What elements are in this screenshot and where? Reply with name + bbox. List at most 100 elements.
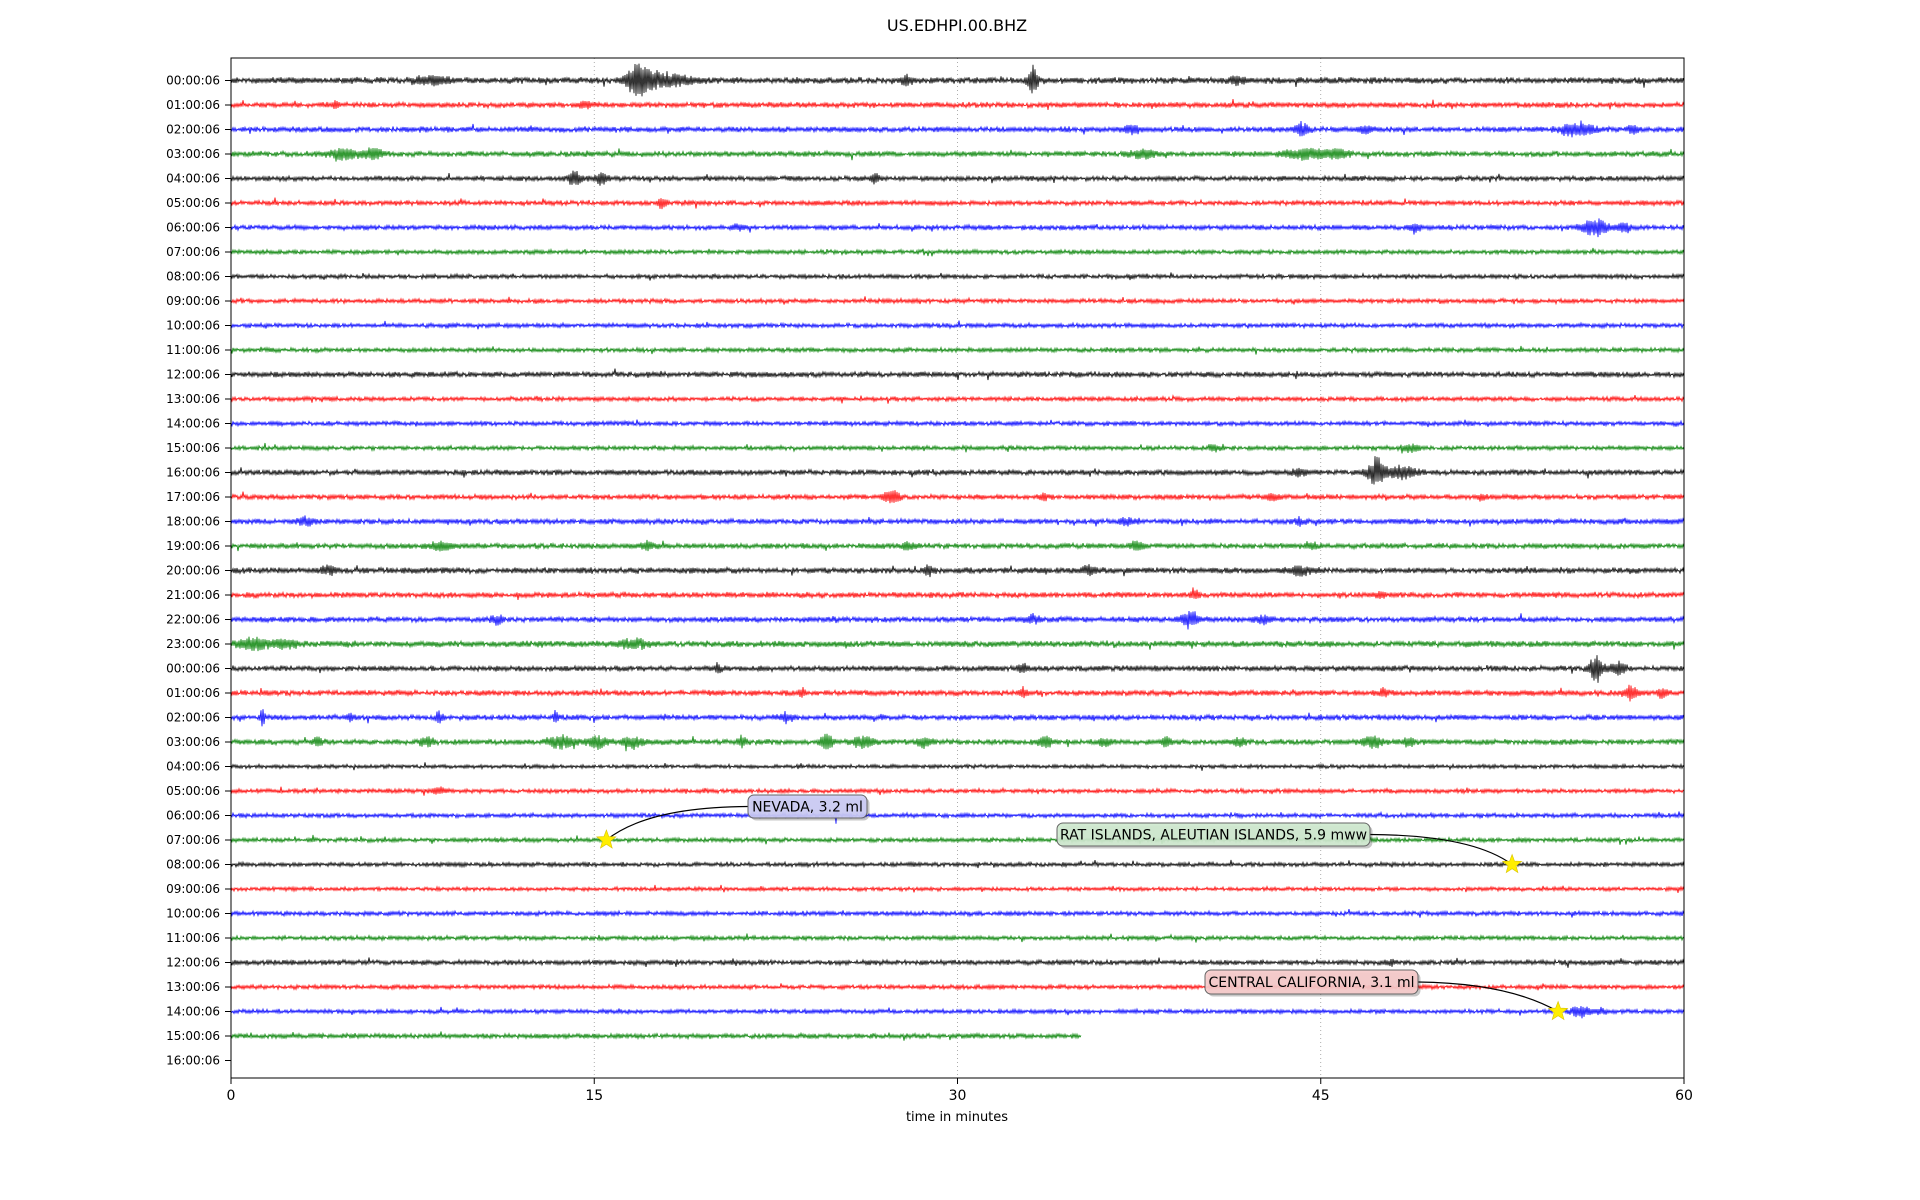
event-label-text: NEVADA, 3.2 ml — [752, 799, 863, 815]
x-axis-label: time in minutes — [906, 1110, 1008, 1125]
seismogram-trace-row — [230, 909, 1685, 918]
seismogram-trace-row — [230, 762, 1685, 771]
plot-title: US.EDHPI.00.BHZ — [887, 16, 1027, 35]
y-axis-hour-label: 04:00:06 — [166, 172, 220, 186]
traces-layer — [230, 63, 1685, 1041]
seismogram-trace-row — [230, 490, 1685, 504]
x-tick-label: 45 — [1312, 1088, 1330, 1104]
seismogram-trace-row — [230, 345, 1685, 355]
seismogram-trace-row — [230, 442, 1685, 454]
y-axis-hour-label: 13:00:06 — [166, 392, 220, 406]
seismogram-trace-row — [230, 709, 1685, 727]
event-annotations-layer: NEVADA, 3.2 ml RAT ISLANDS, ALEUTIAN ISLA… — [595, 794, 1569, 1021]
y-axis-hour-label: 02:00:06 — [166, 711, 220, 725]
y-axis-hour-label: 16:00:06 — [166, 1054, 220, 1068]
y-axis-hour-label: 22:00:06 — [166, 613, 220, 627]
seismogram-trace-row — [230, 120, 1685, 138]
seismogram-trace-row — [230, 296, 1685, 306]
event-star-marker — [595, 829, 617, 849]
seismogram-trace-row — [230, 587, 1685, 600]
y-axis-hour-label: 08:00:06 — [166, 270, 220, 284]
y-axis-hour-label: 07:00:06 — [166, 245, 220, 259]
y-axis-hour-label: 07:00:06 — [166, 833, 220, 847]
seismogram-trace-row — [230, 957, 1685, 968]
seismogram-trace-row — [230, 982, 1685, 991]
y-axis-hour-label: 23:00:06 — [166, 637, 220, 651]
axes-layer: 0 15 30 45 60 00:00:06 01:00:06 02:00:06 03:00:0… — [166, 57, 1693, 1104]
seismogram-trace-row — [230, 786, 1685, 796]
seismogram-trace-row — [230, 933, 1685, 943]
y-axis-hour-label: 11:00:06 — [166, 343, 220, 357]
y-axis-hour-label: 13:00:06 — [166, 980, 220, 994]
y-axis-hour-label: 05:00:06 — [166, 196, 220, 210]
y-axis-hour-label: 20:00:06 — [166, 564, 220, 578]
y-axis-hour-label: 15:00:06 — [166, 441, 220, 455]
seismogram-trace-row — [230, 218, 1685, 238]
gridlines-layer — [593, 58, 1322, 1078]
seismogram-trace-row — [230, 684, 1685, 702]
x-tick-label: 30 — [949, 1088, 967, 1104]
event-label-text: RAT ISLANDS, ALEUTIAN ISLANDS, 5.9 mww — [1060, 827, 1367, 843]
seismogram-trace-row — [230, 806, 1685, 824]
y-axis-hour-label: 10:00:06 — [166, 319, 220, 333]
event-star-marker — [1547, 1000, 1569, 1021]
seismogram-trace-row — [230, 320, 1685, 330]
y-axis-hour-label: 00:00:06 — [166, 74, 220, 88]
y-axis-hour-label: 10:00:06 — [166, 907, 220, 921]
event-connector-line — [605, 805, 749, 841]
seismogram-trace-row — [230, 636, 1685, 652]
y-axis-hour-label: 17:00:06 — [166, 490, 220, 504]
seismogram-trace-row — [230, 859, 1685, 869]
y-axis-hour-label: 16:00:06 — [166, 466, 220, 480]
x-tick-label: 15 — [585, 1088, 603, 1104]
y-axis-hour-label: 08:00:06 — [166, 858, 220, 872]
x-tick-label: 60 — [1675, 1088, 1693, 1104]
y-axis-hour-label: 00:00:06 — [166, 662, 220, 676]
event-label-box — [1204, 969, 1419, 995]
seismogram-trace-row — [230, 63, 1685, 97]
y-axis-hour-label: 06:00:06 — [166, 809, 220, 823]
event-label-box — [1056, 822, 1371, 847]
y-axis-hour-label: 02:00:06 — [166, 123, 220, 137]
x-tick-label: 0 — [227, 1088, 236, 1104]
seismogram-trace-row — [230, 419, 1685, 428]
event-star-marker — [1501, 853, 1523, 874]
seismogram-trace-row — [230, 368, 1685, 381]
y-axis-hour-label: 06:00:06 — [166, 221, 220, 235]
seismogram-trace-row — [230, 733, 1685, 752]
y-axis-hour-label: 05:00:06 — [166, 784, 220, 798]
seismogram-trace-row — [230, 99, 1685, 111]
seismogram-trace-row — [230, 1006, 1685, 1019]
y-axis-hour-label: 15:00:06 — [166, 1029, 220, 1043]
seismogram-trace-row — [230, 456, 1685, 485]
seismogram-trace-row — [230, 1031, 1082, 1041]
seismogram-trace-row — [230, 394, 1685, 404]
y-axis-hour-label: 03:00:06 — [166, 147, 220, 161]
y-axis-hour-label: 14:00:06 — [166, 1005, 220, 1019]
event-label-box — [747, 794, 868, 819]
y-axis-hour-label: 12:00:06 — [166, 368, 220, 382]
seismogram-trace-row — [230, 539, 1685, 552]
seismogram-trace-row — [230, 515, 1685, 527]
y-axis-hour-label: 03:00:06 — [166, 735, 220, 749]
y-axis-hour-label: 19:00:06 — [166, 539, 220, 553]
seismogram-trace-row — [230, 197, 1685, 210]
seismogram-trace-row — [230, 610, 1685, 630]
y-axis-hour-label: 14:00:06 — [166, 417, 220, 431]
y-axis-hour-label: 12:00:06 — [166, 956, 220, 970]
y-axis-hour-label: 01:00:06 — [166, 98, 220, 112]
seismogram-trace-row — [230, 170, 1685, 186]
event-label-text: CENTRAL CALIFORNIA, 3.1 ml — [1208, 975, 1414, 991]
seismogram-trace-row — [230, 247, 1685, 257]
y-axis-hour-label: 11:00:06 — [166, 931, 220, 945]
y-axis-hour-label: 04:00:06 — [166, 760, 220, 774]
y-axis-hour-label: 09:00:06 — [166, 882, 220, 896]
event-connector-line — [1369, 833, 1513, 865]
seismogram-trace-row — [230, 655, 1685, 683]
seismogram-trace-row — [230, 272, 1685, 281]
event-connector-line — [1417, 981, 1559, 1013]
seismogram-trace-row — [230, 834, 1685, 845]
y-axis-hour-label: 09:00:06 — [166, 294, 220, 308]
seismogram-trace-row — [230, 147, 1685, 162]
